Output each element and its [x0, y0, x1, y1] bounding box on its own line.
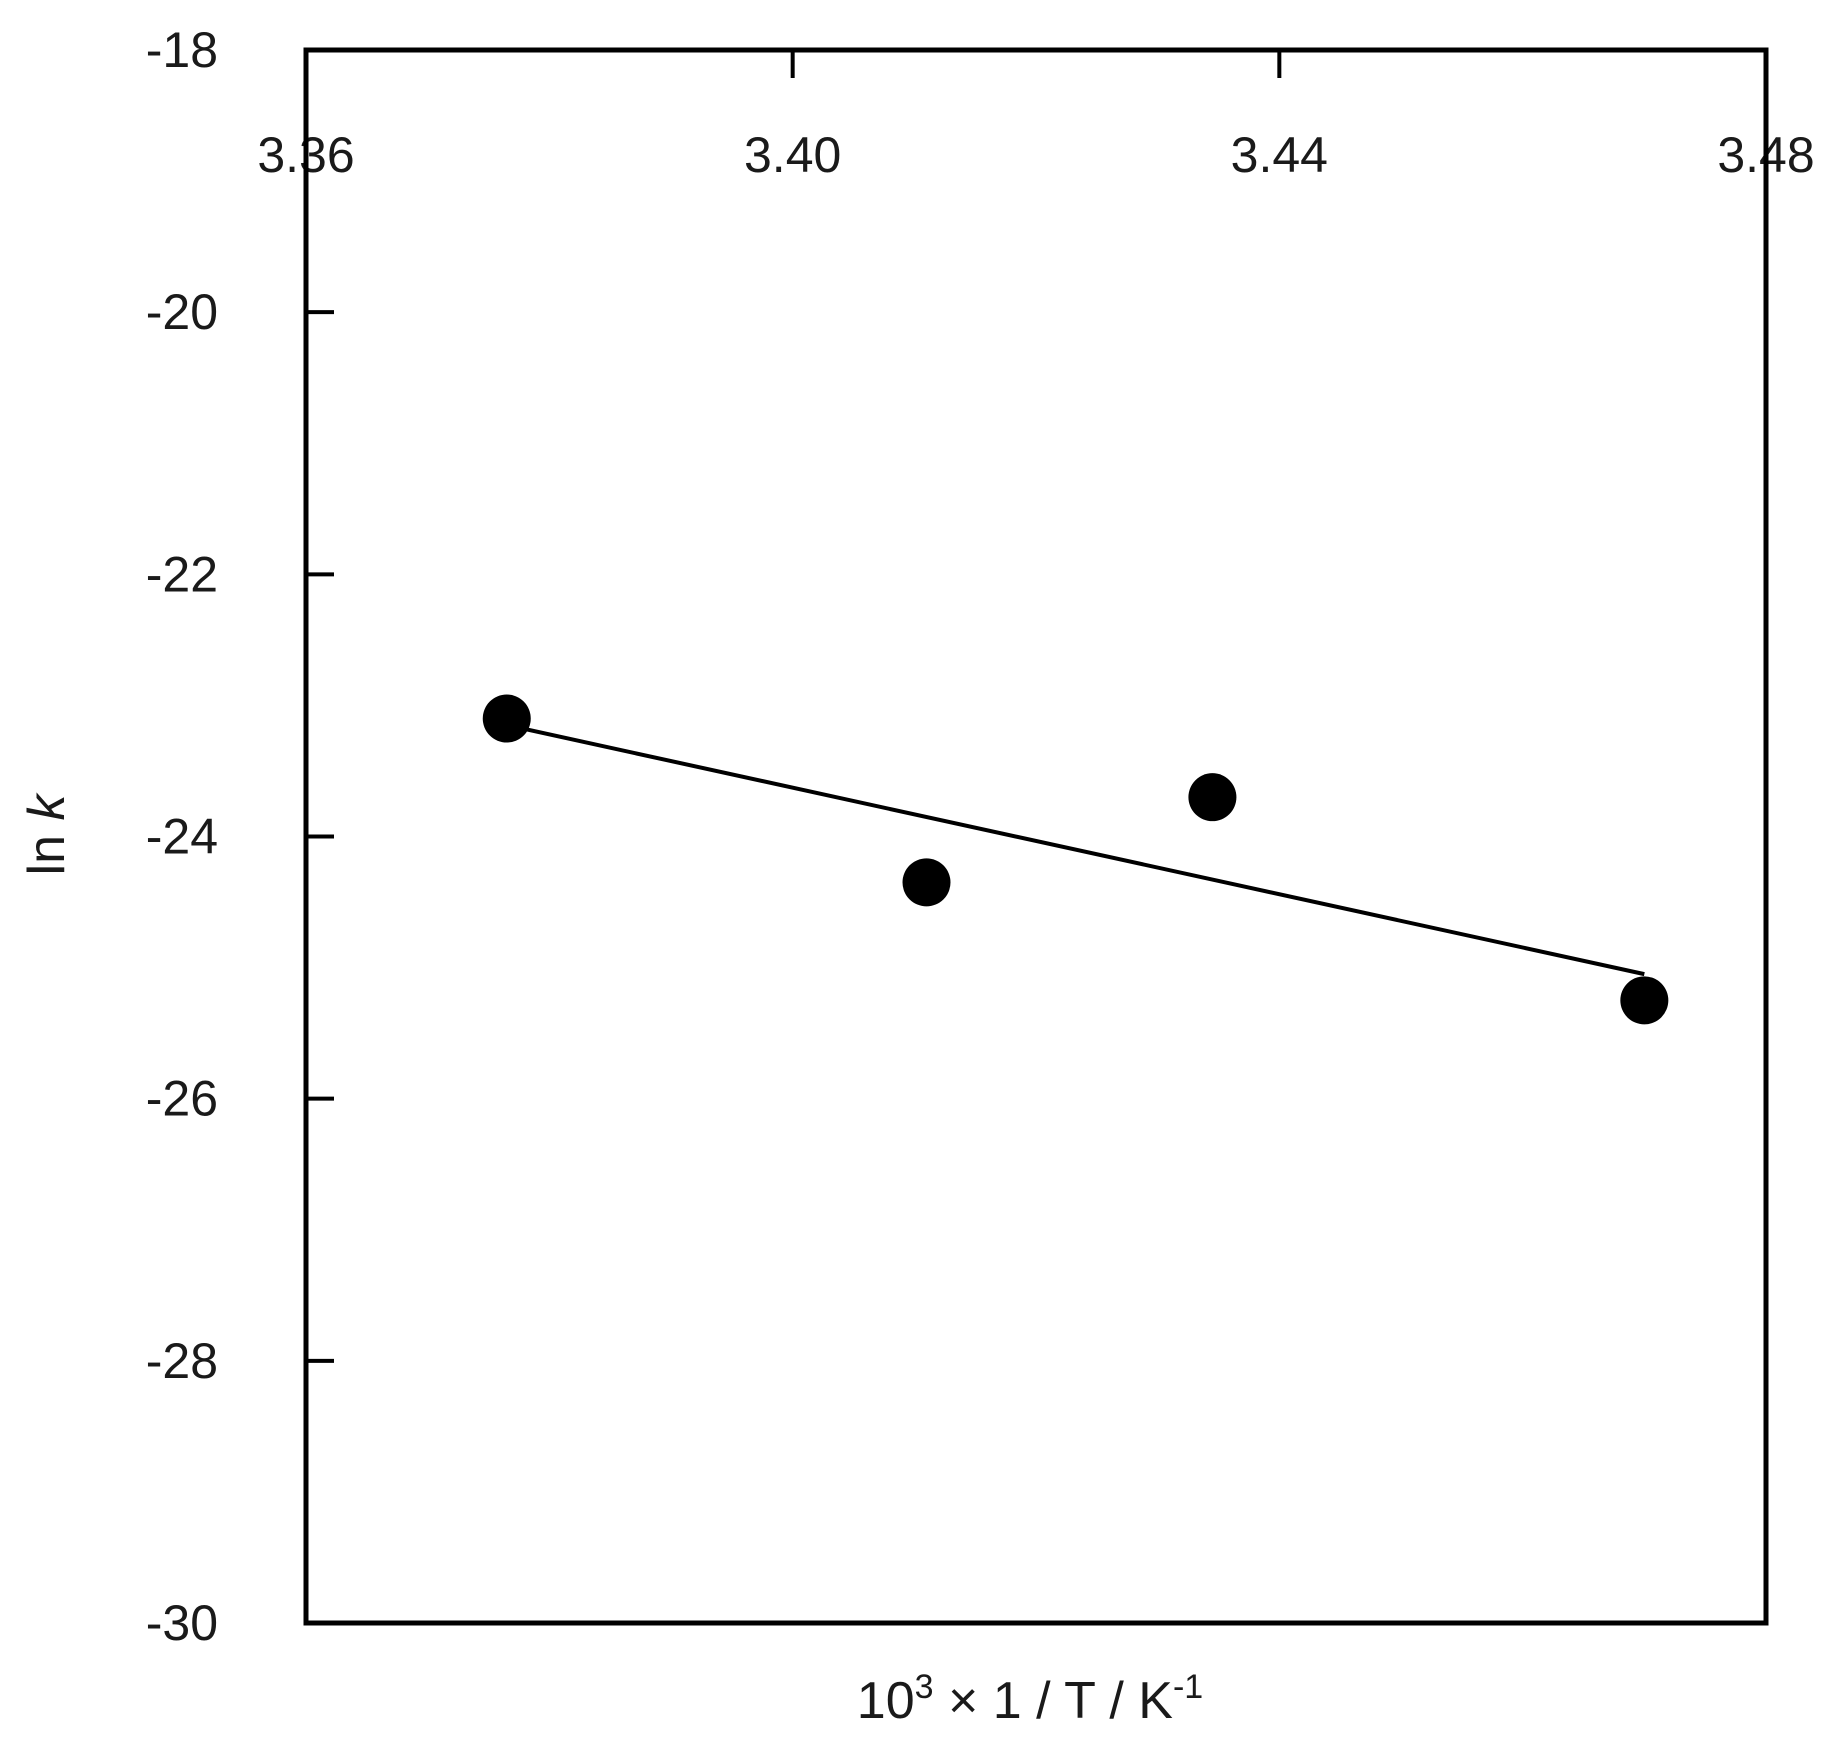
- y-tick-label: -22: [146, 546, 218, 602]
- fit-line: [506, 723, 1645, 977]
- y-tick-label: -24: [146, 809, 218, 865]
- data-point: [902, 858, 951, 907]
- y-axis-title: ln k: [18, 792, 76, 876]
- x-axis-title-exp: 3: [915, 1668, 934, 1706]
- y-tick-label: -18: [146, 22, 218, 78]
- y-axis-ticks: -18 -20 -22 -24 -26 -28 -30: [146, 22, 334, 1651]
- x-axis-ticks: 3.36 3.40 3.44 3.48: [257, 50, 1815, 183]
- x-tick-label: 3.40: [744, 127, 841, 183]
- data-point: [1620, 976, 1669, 1025]
- data-points: [482, 694, 1669, 1025]
- data-point: [1188, 773, 1237, 822]
- x-axis-title: 103 × 1 / T / K-1: [857, 1668, 1203, 1730]
- y-tick-label: -28: [146, 1333, 218, 1389]
- y-tick-label: -26: [146, 1071, 218, 1127]
- y-axis-title-var: k: [18, 792, 76, 821]
- x-axis-title-middle: × 1 / T / K: [934, 1672, 1174, 1730]
- y-tick-label: -20: [146, 284, 218, 340]
- plot-frame: [303, 47, 1769, 1626]
- data-point: [482, 694, 531, 743]
- y-tick-label: -30: [146, 1595, 218, 1651]
- x-tick-label: 3.44: [1231, 127, 1328, 183]
- x-axis-title-unit-exp: -1: [1173, 1668, 1203, 1706]
- y-axis-title-prefix: ln: [18, 821, 76, 876]
- x-axis-title-base: 10: [857, 1672, 915, 1730]
